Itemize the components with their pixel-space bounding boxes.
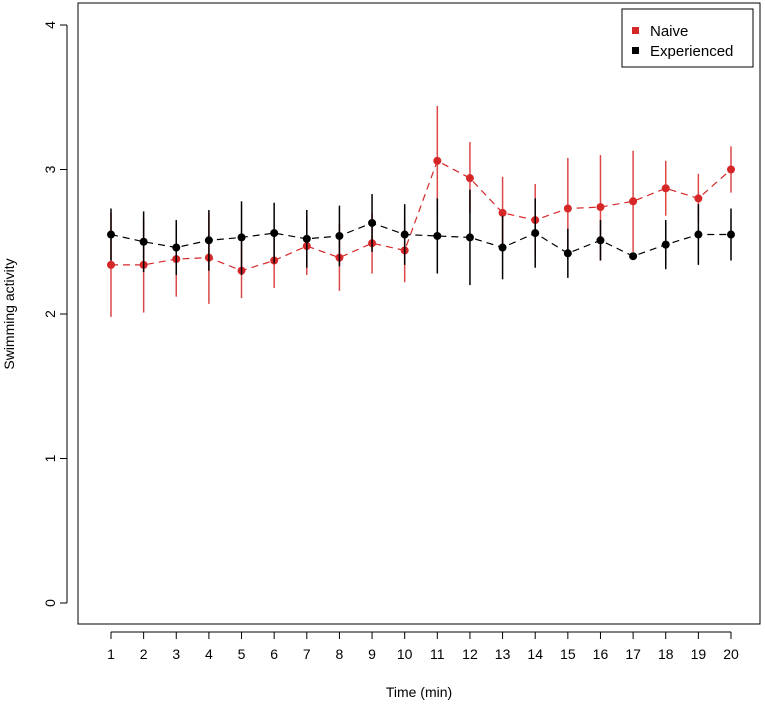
series-experienced xyxy=(107,189,735,286)
y-tick-label: 1 xyxy=(42,454,58,462)
x-tick-label: 20 xyxy=(723,646,739,662)
x-tick-label: 17 xyxy=(625,646,641,662)
x-tick-label: 16 xyxy=(593,646,609,662)
legend-swatch-naive xyxy=(632,27,639,34)
series-line-experienced xyxy=(110,222,731,257)
legend: Naive Experienced xyxy=(621,8,754,68)
legend-label-experienced: Experienced xyxy=(650,43,733,60)
x-tick-label: 6 xyxy=(270,646,278,662)
data-point-experienced xyxy=(694,230,703,239)
data-point-experienced xyxy=(335,231,344,240)
x-tick-label: 9 xyxy=(368,646,376,662)
data-point-experienced xyxy=(400,230,409,239)
data-point-experienced xyxy=(661,240,670,249)
data-point-naive xyxy=(629,197,638,206)
data-point-experienced xyxy=(139,237,148,246)
data-point-naive xyxy=(107,260,115,269)
x-tick-label: 13 xyxy=(495,646,511,662)
x-tick-label: 10 xyxy=(397,646,413,662)
x-tick-label: 14 xyxy=(527,646,543,662)
data-point-naive xyxy=(465,174,474,183)
x-tick-label: 15 xyxy=(560,646,576,662)
x-tick-label: 18 xyxy=(658,646,674,662)
legend-label-naive: Naive xyxy=(650,23,688,40)
data-point-experienced xyxy=(498,243,507,252)
x-tick-label: 3 xyxy=(172,646,180,662)
x-tick-label: 1 xyxy=(107,646,115,662)
data-point-experienced xyxy=(596,236,605,245)
x-tick-label: 5 xyxy=(238,646,246,662)
x-tick-label: 11 xyxy=(430,646,445,662)
data-point-experienced xyxy=(237,233,246,242)
data-point-naive xyxy=(433,156,442,165)
series-layer xyxy=(107,105,735,317)
x-tick-label: 7 xyxy=(303,646,311,662)
data-point-experienced xyxy=(302,234,311,243)
x-axis: 1 2 3 4 5 6 7 8 9 10 11 12 13 14 15 16 17 18 19 20 xyxy=(107,631,739,662)
y-tick-label: 2 xyxy=(42,310,58,318)
x-tick-label: 2 xyxy=(140,646,148,662)
y-axis: 0 1 2 3 4 xyxy=(42,21,68,607)
x-tick-label: 8 xyxy=(336,646,344,662)
data-point-experienced xyxy=(433,231,442,240)
data-point-experienced xyxy=(563,249,572,258)
y-axis-title: Swimming activity xyxy=(1,258,17,369)
data-point-experienced xyxy=(204,236,213,245)
x-tick-label: 12 xyxy=(462,646,478,662)
data-point-experienced xyxy=(107,230,115,239)
y-tick-label: 0 xyxy=(42,599,58,607)
x-axis-title: Time (min) xyxy=(386,684,452,700)
data-point-naive xyxy=(563,204,572,213)
x-tick-label: 19 xyxy=(691,646,707,662)
data-point-experienced xyxy=(531,229,540,238)
y-tick-label: 3 xyxy=(42,165,58,173)
x-tick-label: 4 xyxy=(205,646,213,662)
data-point-experienced xyxy=(727,230,735,239)
legend-box xyxy=(621,8,754,68)
plot-frame xyxy=(77,2,761,625)
y-tick-label: 4 xyxy=(42,21,58,29)
data-point-naive xyxy=(694,194,703,203)
data-point-experienced xyxy=(629,252,638,261)
data-point-naive xyxy=(661,184,670,193)
legend-swatch-experienced xyxy=(632,47,639,54)
series-line-naive xyxy=(111,159,732,272)
data-point-naive xyxy=(596,203,605,212)
data-point-experienced xyxy=(368,218,377,227)
data-point-experienced xyxy=(172,243,181,252)
data-point-naive xyxy=(498,208,507,217)
data-point-experienced xyxy=(465,233,474,242)
data-point-experienced xyxy=(270,229,279,238)
data-point-naive xyxy=(727,165,735,174)
series-naive xyxy=(107,105,735,317)
